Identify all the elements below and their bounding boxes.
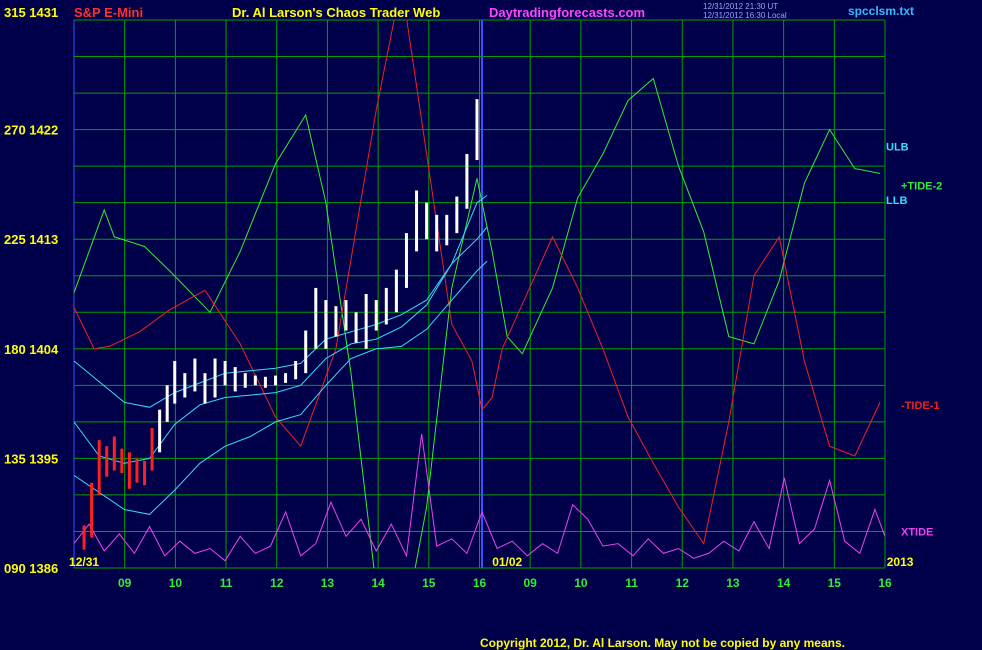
series-group	[74, 20, 885, 568]
x-date-label: 01/02	[492, 555, 522, 569]
x-hour-label: 10	[574, 576, 588, 590]
y-tick-label: 225 1413	[4, 232, 58, 247]
x-hour-label: 14	[371, 576, 385, 590]
y-tick-label: 270 1422	[4, 123, 58, 138]
y-tick-label: 090 1386	[4, 561, 58, 576]
x-hour-label: 12	[270, 576, 284, 590]
site-label: Daytradingforecasts.com	[489, 5, 646, 20]
timestamp-ut: 12/31/2012 21:30 UT	[703, 2, 779, 11]
chart-title: Dr. Al Larson's Chaos Trader Web	[232, 5, 441, 20]
x-hour-label: 15	[422, 576, 436, 590]
x-date-label: 12/31	[69, 555, 99, 569]
series-line-llb	[74, 260, 488, 515]
x-hour-label: 12	[676, 576, 690, 590]
x-hour-label: 11	[625, 576, 638, 590]
series-line--tide-1	[74, 20, 881, 545]
x-hour-label: 16	[473, 576, 487, 590]
file-label: spcclsm.txt	[848, 4, 915, 18]
x-hour-label: 13	[321, 576, 335, 590]
series-label--tide-2: +TIDE-2	[901, 181, 942, 193]
y-tick-label: 135 1395	[4, 451, 58, 466]
x-date-label: 2013	[887, 555, 914, 569]
series-line--tide-2	[74, 77, 881, 568]
series-line-mid	[74, 226, 488, 464]
timestamp-local: 12/31/2012 16:30 Local	[703, 11, 787, 20]
series-label-xtide: XTIDE	[901, 526, 933, 538]
series-label--tide-1: -TIDE-1	[901, 400, 940, 412]
series-label-ulb: ULB	[886, 142, 909, 154]
x-hour-label: 16	[878, 576, 892, 590]
copyright-text: Copyright 2012, Dr. Al Larson. May not b…	[480, 636, 845, 650]
x-hour-label: 15	[828, 576, 842, 590]
symbol-label: S&P E-Mini	[74, 5, 144, 20]
y-tick-label: 180 1404	[4, 342, 59, 357]
x-hour-label: 10	[169, 576, 183, 590]
x-hour-label: 09	[118, 576, 132, 590]
scale-top-label: 315 1431	[4, 5, 59, 20]
x-hour-label: 09	[524, 576, 538, 590]
series-line-xtide	[74, 433, 885, 562]
x-hour-label: 11	[220, 576, 233, 590]
x-hour-label: 13	[726, 576, 740, 590]
series-label-llb: LLB	[886, 195, 907, 207]
x-hour-label: 14	[777, 576, 791, 590]
